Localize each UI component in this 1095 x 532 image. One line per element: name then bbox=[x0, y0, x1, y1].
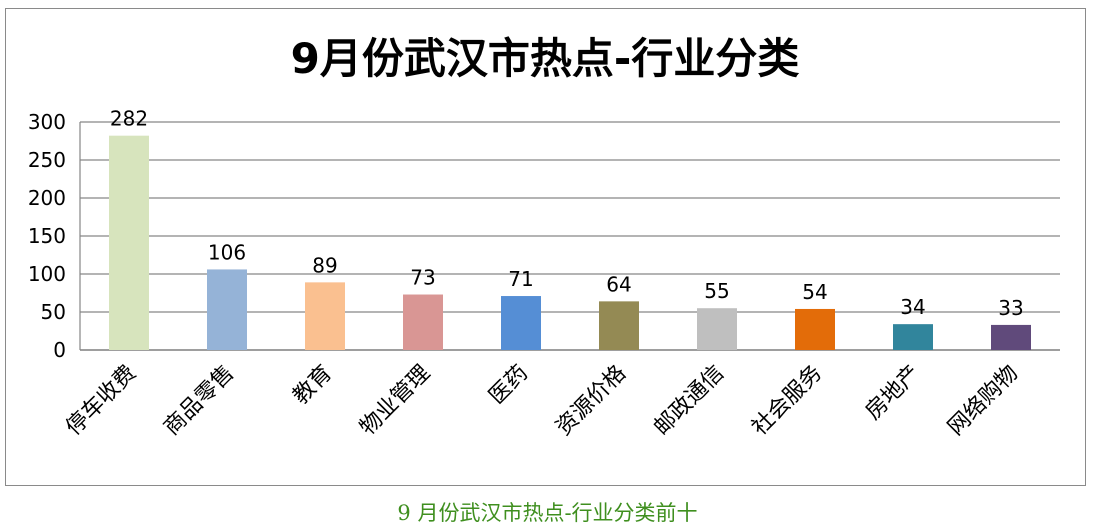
data-label: 55 bbox=[704, 279, 729, 303]
data-labels: 282 106 89 73 71 64 55 54 34 33 bbox=[110, 107, 1024, 320]
bar bbox=[403, 294, 443, 350]
y-axis-ticks: 0 50 100 150 200 250 300 bbox=[28, 110, 66, 362]
x-tick-label: 社会服务 bbox=[747, 361, 827, 441]
data-label: 33 bbox=[998, 296, 1023, 320]
bar bbox=[501, 296, 541, 350]
x-tick-label: 资源价格 bbox=[551, 361, 631, 441]
chart-title: 9月份武汉市热点-行业分类 bbox=[291, 34, 800, 83]
x-tick-label: 房地产 bbox=[861, 361, 925, 425]
chart-frame bbox=[5, 8, 1086, 486]
y-tick-label: 200 bbox=[28, 186, 66, 210]
data-label: 71 bbox=[508, 267, 533, 291]
data-label: 54 bbox=[802, 280, 827, 304]
x-tick-label: 邮政通信 bbox=[649, 361, 729, 441]
y-tick-label: 250 bbox=[28, 148, 66, 172]
y-tick-label: 50 bbox=[41, 300, 66, 324]
bar bbox=[795, 308, 835, 350]
figure-caption: 9 月份武汉市热点-行业分类前十 bbox=[397, 501, 698, 525]
x-axis-labels: 停车收费 商品零售 教育 物业管理 医药 资源价格 邮政通信 社会服务 房地产 网络购物 bbox=[61, 361, 1023, 441]
bar bbox=[991, 324, 1031, 350]
y-tick-label: 150 bbox=[28, 224, 66, 248]
data-label: 106 bbox=[208, 240, 246, 264]
y-tick-label: 300 bbox=[28, 110, 66, 134]
x-tick-label: 网络购物 bbox=[943, 361, 1023, 441]
data-label: 64 bbox=[606, 272, 631, 296]
data-label: 89 bbox=[312, 253, 337, 277]
bar bbox=[697, 308, 737, 350]
bar-chart: 9月份武汉市热点-行业分类 0 50 100 150 200 250 300 停车收费 商品零… bbox=[28, 34, 1060, 441]
y-tick-label: 100 bbox=[28, 262, 66, 286]
bar bbox=[893, 324, 933, 350]
x-tick-label: 物业管理 bbox=[355, 361, 435, 441]
x-tick-label: 教育 bbox=[288, 361, 337, 410]
bar bbox=[207, 269, 247, 350]
bar bbox=[599, 301, 639, 350]
bars bbox=[109, 135, 1031, 350]
bar bbox=[109, 135, 149, 350]
data-label: 73 bbox=[410, 266, 435, 290]
data-label: 282 bbox=[110, 107, 148, 131]
x-tick-label: 商品零售 bbox=[159, 361, 239, 441]
y-tick-label: 0 bbox=[53, 338, 66, 362]
x-tick-label: 停车收费 bbox=[61, 361, 141, 441]
x-tick-label: 医药 bbox=[484, 361, 533, 410]
data-label: 34 bbox=[900, 295, 925, 319]
bar bbox=[305, 282, 345, 350]
